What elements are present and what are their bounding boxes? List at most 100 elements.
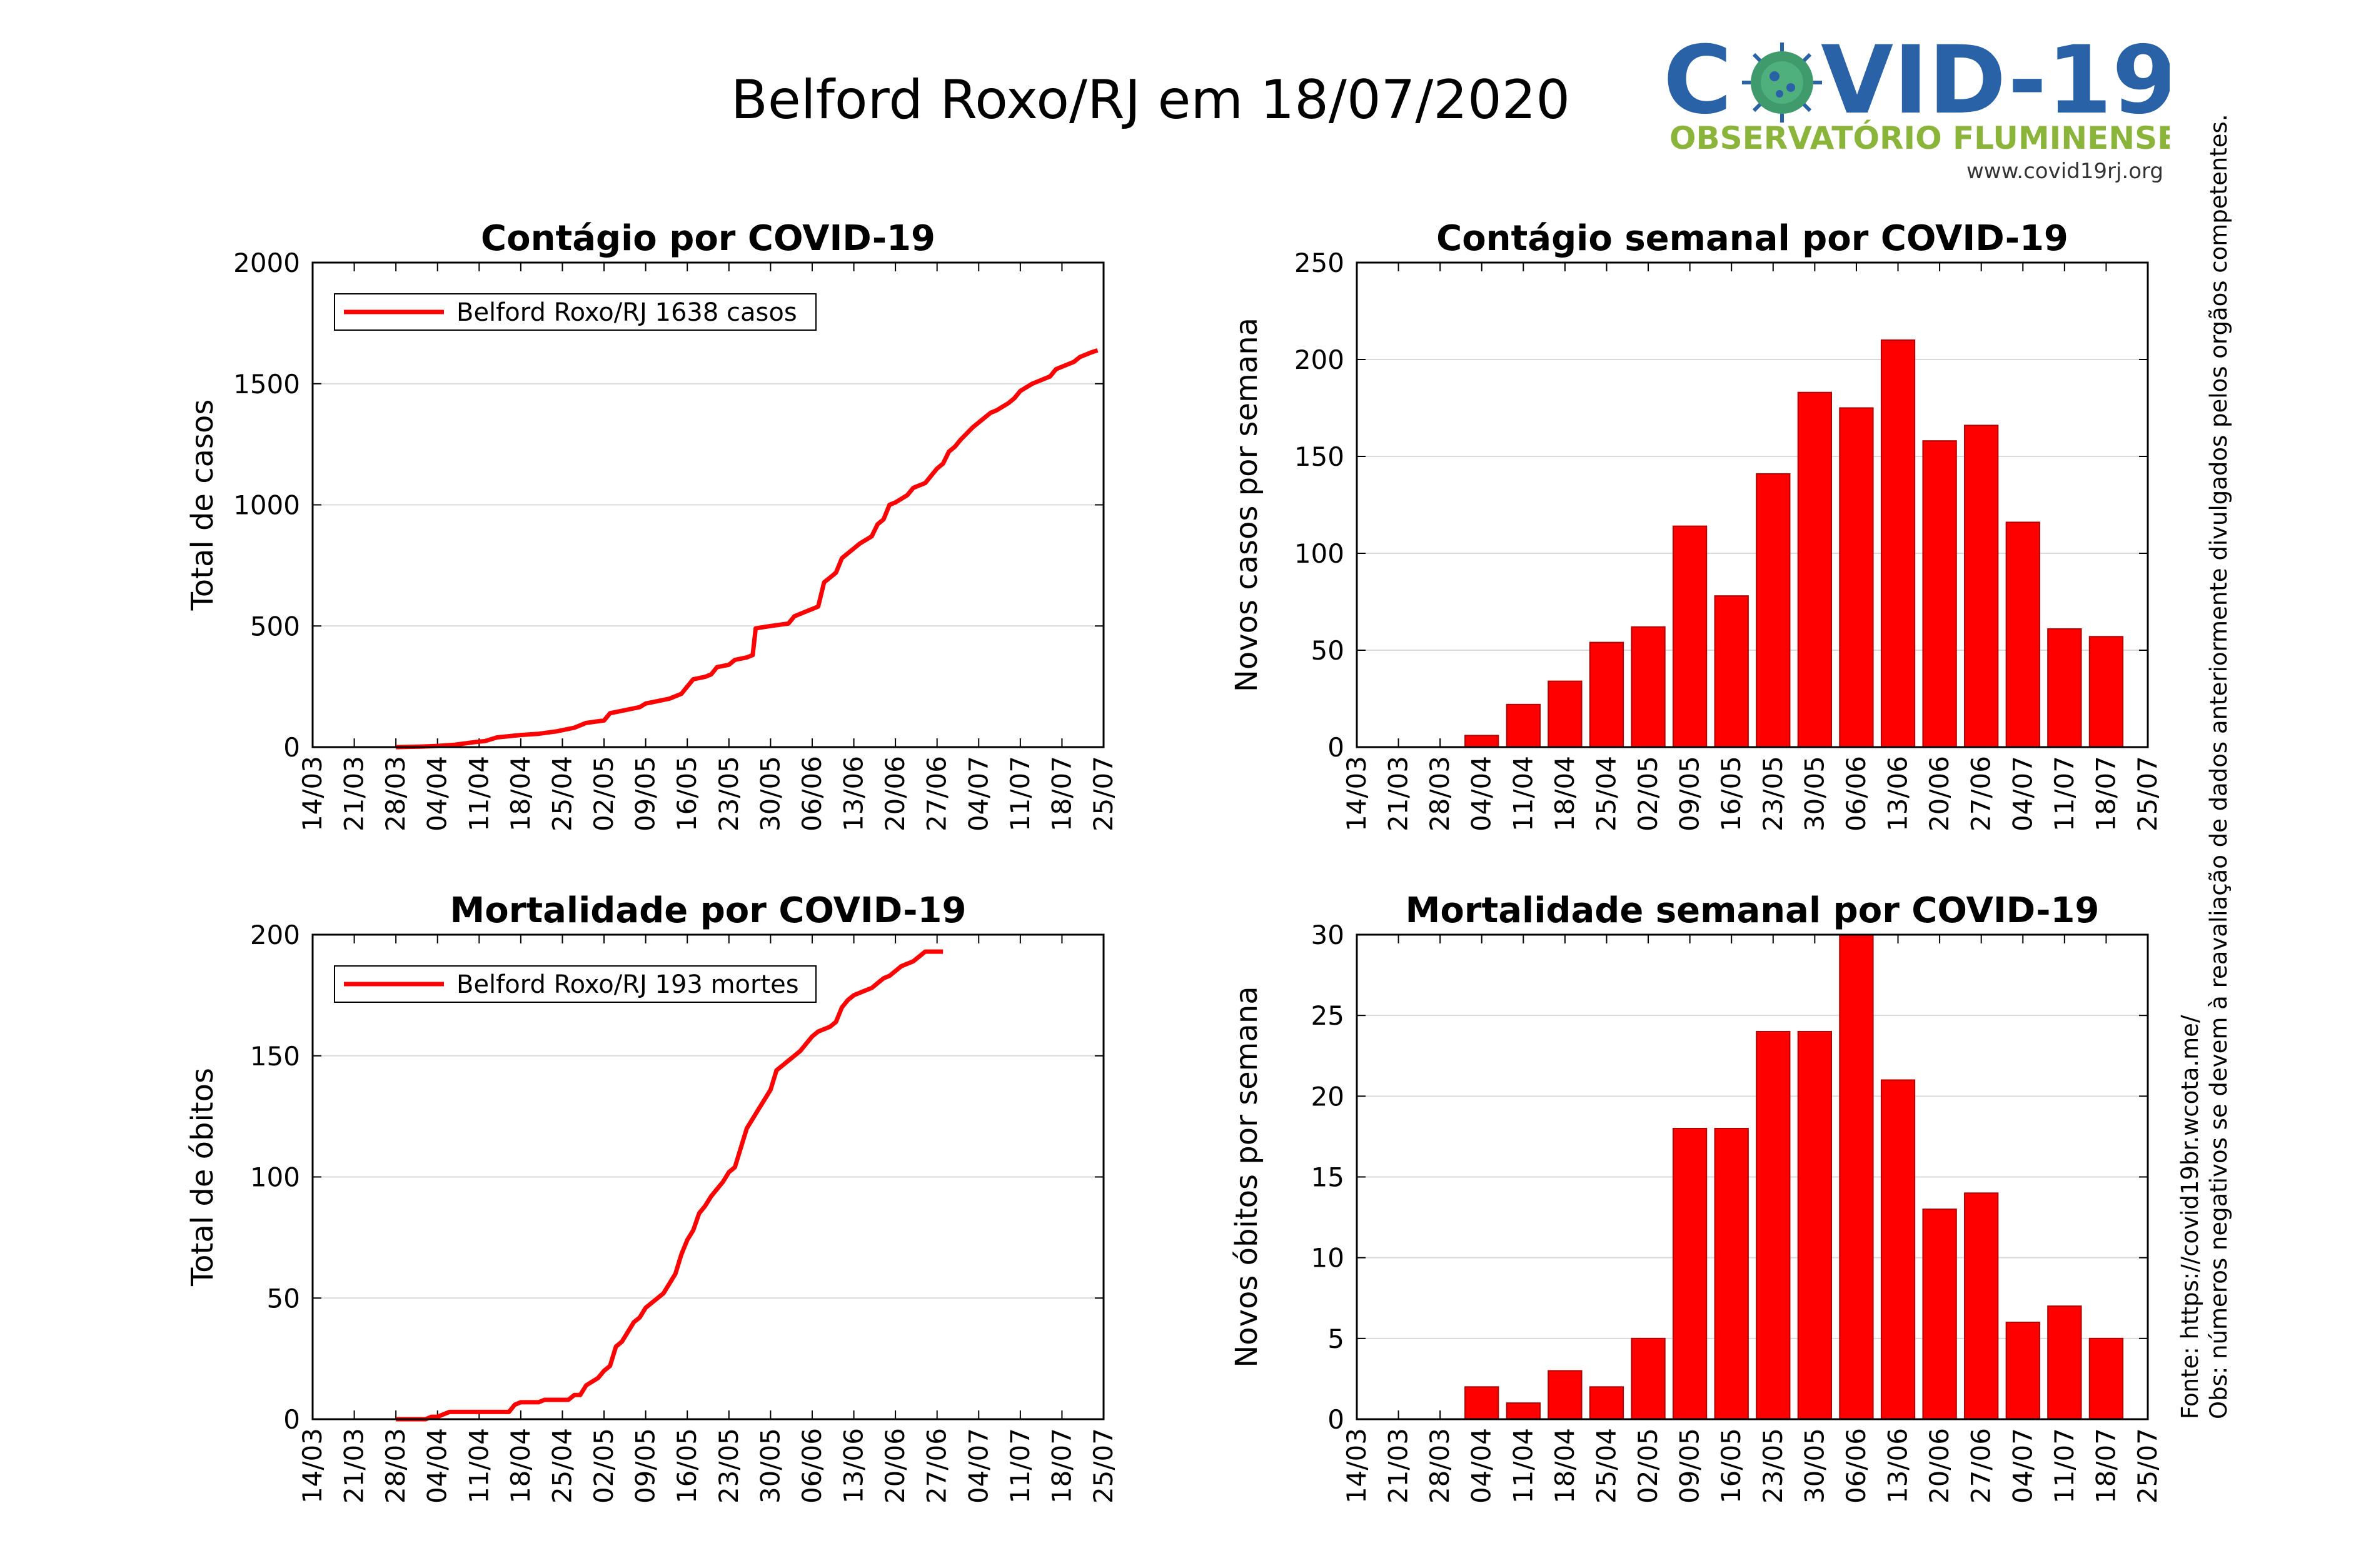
y-tick-label: 500: [250, 611, 300, 641]
plot-frame: [311, 933, 1105, 1420]
y-tick-label: 1000: [233, 490, 300, 521]
x-tick-label: 28/03: [380, 1428, 411, 1504]
x-tick-label: 25/07: [2132, 1428, 2163, 1504]
bar: [1673, 525, 1708, 748]
x-tick-label: 21/03: [1383, 1428, 1414, 1504]
x-tick-label: 11/04: [463, 756, 494, 832]
bar: [1964, 1192, 1999, 1420]
chart-2: Contágio semanal por COVID-19 Novos casos…: [1229, 218, 2163, 832]
x-tick-label: 09/05: [1674, 756, 1705, 832]
x-tick-label: 18/04: [1549, 1428, 1580, 1504]
logo-url: www.covid19rj.org: [1966, 159, 2163, 184]
bar: [1756, 473, 1791, 748]
bar: [1589, 1386, 1624, 1420]
y-tick-label: 150: [1294, 441, 1344, 472]
bar: [2088, 636, 2124, 748]
y-tick-label: 150: [250, 1041, 300, 1072]
x-tick-label: 06/06: [1841, 1428, 1871, 1504]
x-tick-label: 27/06: [922, 1428, 952, 1504]
bar: [1506, 703, 1541, 748]
bar: [1880, 1079, 1916, 1420]
x-tick-label: 02/05: [1633, 1428, 1663, 1504]
bar: [1839, 407, 1874, 748]
chart-4: Mortalidade semanal por COVID-19 Novos ób…: [1229, 890, 2163, 1504]
bar: [1548, 680, 1583, 748]
bar: [2005, 1322, 2040, 1420]
x-tick-label: 18/07: [2090, 756, 2121, 832]
x-tick-label: 11/07: [1005, 756, 1035, 832]
y-tick-label: 50: [1311, 635, 1344, 666]
x-tick-label: 25/07: [1088, 1428, 1119, 1504]
plot-frame: [1356, 261, 2149, 748]
y-tick-label: 50: [267, 1283, 300, 1314]
y-tick-label: 100: [250, 1162, 300, 1193]
bar: [1797, 391, 1832, 748]
x-tick-label: 11/07: [2049, 756, 2080, 832]
series-line: [396, 348, 1099, 750]
chart-title: Contágio por COVID-19: [481, 218, 935, 259]
x-tick-label: 14/03: [297, 756, 328, 832]
bar: [1839, 934, 1874, 1420]
bar: [1756, 1031, 1791, 1420]
x-tick-label: 04/07: [2007, 1428, 2038, 1504]
legend: Belford Roxo/RJ 193 mortes: [334, 965, 817, 1003]
x-tick-label: 06/06: [797, 756, 827, 832]
x-tick-label: 18/07: [1046, 1428, 1077, 1504]
chart-title: Contágio semanal por COVID-19: [1436, 218, 2068, 259]
legend-label: Belford Roxo/RJ 1638 casos: [456, 298, 797, 327]
x-tick-label: 23/05: [713, 756, 744, 832]
logo-subtitle: OBSERVATÓRIO FLUMINENSE: [1669, 119, 2170, 156]
x-tick-label: 18/04: [505, 756, 536, 832]
x-tick-label: 23/05: [1758, 1428, 1788, 1504]
covid19-logo: C VID-19 OBSERVATÓRIO FLUMINENSE www.cov…: [1663, 31, 2170, 184]
x-tick-label: 30/05: [1799, 756, 1830, 832]
y-tick-label: 200: [1294, 344, 1344, 375]
x-tick-label: 18/04: [505, 1428, 536, 1504]
x-tick-label: 13/06: [1883, 756, 1913, 832]
bar: [1964, 425, 1999, 748]
x-tick-label: 21/03: [339, 756, 370, 832]
y-tick-label: 1500: [233, 369, 300, 400]
x-tick-label: 25/07: [1088, 756, 1119, 832]
bar: [1548, 1370, 1583, 1420]
x-tick-label: 13/06: [1883, 1428, 1913, 1504]
x-tick-label: 20/06: [1924, 756, 1955, 832]
legend-label: Belford Roxo/RJ 193 mortes: [456, 970, 799, 999]
x-tick-label: 18/07: [2090, 1428, 2121, 1504]
bar: [1589, 641, 1624, 748]
y-tick-label: 200: [250, 920, 300, 950]
y-tick-label: 250: [1294, 248, 1344, 278]
x-tick-label: 13/06: [838, 1428, 869, 1504]
plot-frame: [311, 261, 1105, 748]
x-tick-label: 16/05: [1716, 1428, 1746, 1504]
x-tick-label: 16/05: [1716, 756, 1746, 832]
x-tick-label: 27/06: [1966, 1428, 1996, 1504]
y-tick-label: 2000: [233, 248, 300, 278]
x-tick-label: 20/06: [880, 1428, 910, 1504]
y-axis-label: Total de casos: [185, 400, 220, 611]
logo-brand-c: C: [1663, 31, 1732, 135]
x-tick-label: 25/04: [1591, 756, 1621, 832]
bar: [2088, 1337, 2124, 1420]
bar: [1673, 1128, 1708, 1420]
bar: [1880, 339, 1916, 748]
x-tick-label: 14/03: [1341, 1428, 1372, 1504]
x-tick-label: 13/06: [838, 756, 869, 832]
page-title: Belford Roxo/RJ em 18/07/2020: [730, 69, 1571, 131]
x-tick-label: 09/05: [630, 1428, 661, 1504]
chart-3: Mortalidade por COVID-19 Total de óbitos 0…: [185, 890, 1119, 1504]
x-tick-label: 06/06: [797, 1428, 827, 1504]
x-tick-label: 04/04: [422, 1428, 453, 1504]
y-tick-label: 30: [1311, 920, 1344, 950]
x-tick-label: 30/05: [755, 1428, 785, 1504]
bar: [1464, 1386, 1499, 1420]
x-tick-label: 09/05: [630, 756, 661, 832]
logo-brand-text: VID-19: [1821, 31, 2170, 135]
x-tick-label: 28/03: [380, 756, 411, 832]
x-tick-label: 30/05: [755, 756, 785, 832]
x-tick-label: 20/06: [1924, 1428, 1955, 1504]
y-tick-label: 20: [1311, 1081, 1344, 1112]
x-tick-label: 02/05: [1633, 756, 1663, 832]
x-tick-label: 27/06: [1966, 756, 1996, 832]
